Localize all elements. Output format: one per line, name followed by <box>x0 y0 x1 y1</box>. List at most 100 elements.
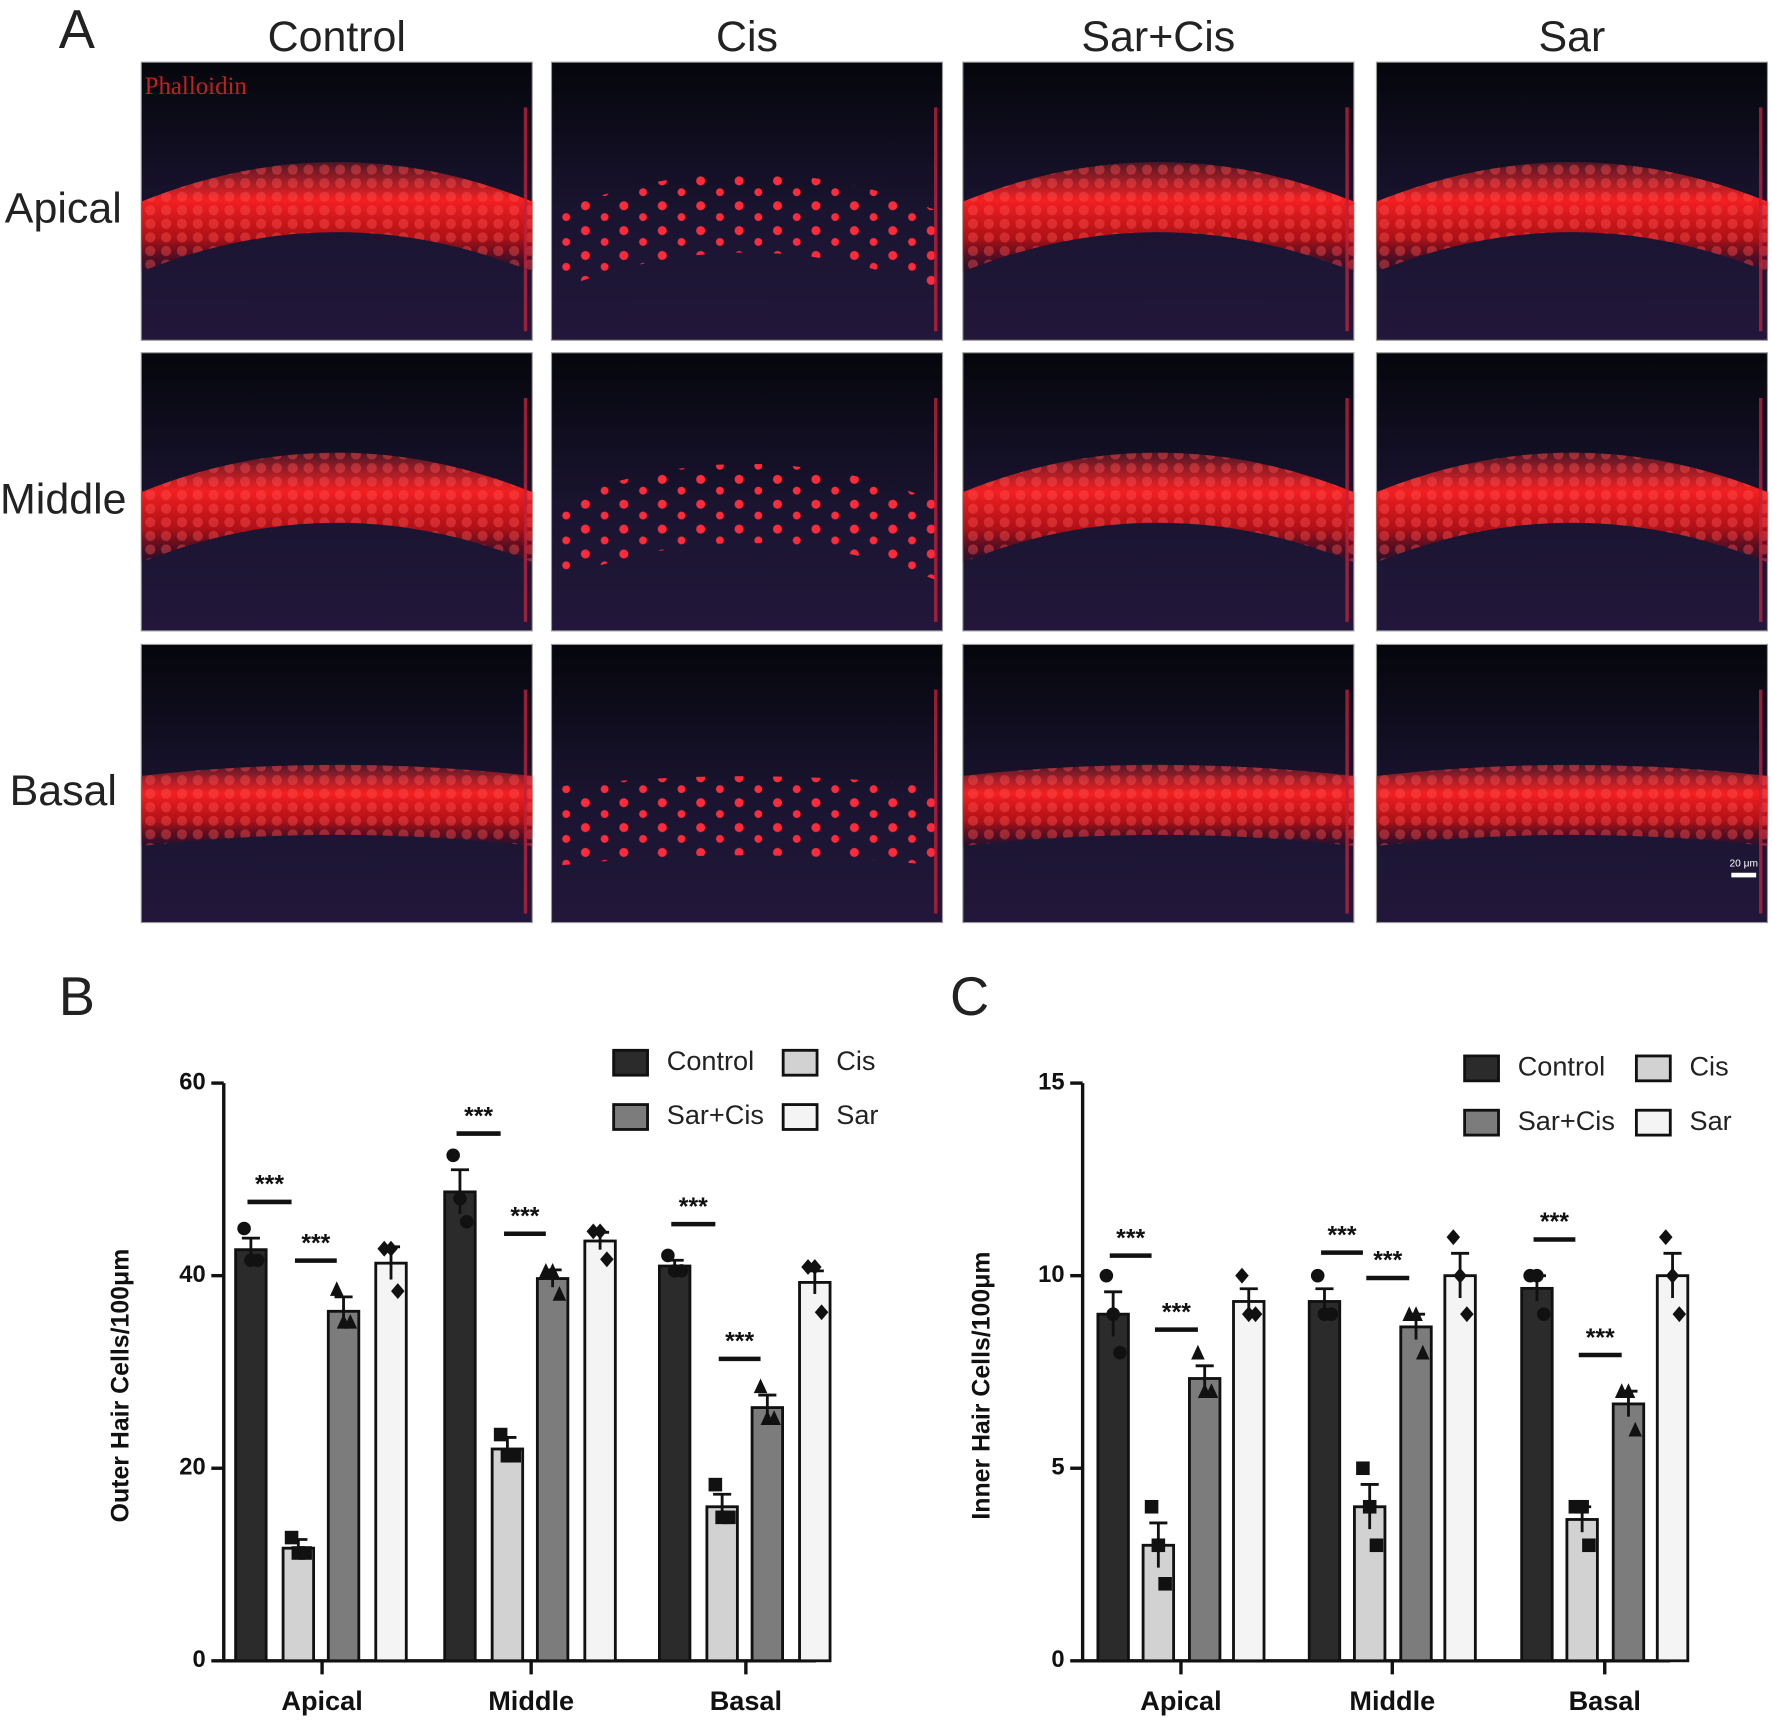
bar <box>750 1406 785 1663</box>
data-point <box>1628 1421 1643 1437</box>
significance-label: *** <box>255 1171 284 1199</box>
column-header: Sar+Cis <box>1081 13 1235 61</box>
bar <box>1399 1325 1433 1663</box>
data-point <box>1530 1268 1544 1283</box>
micrograph <box>550 643 944 924</box>
bar <box>705 1505 739 1663</box>
bar <box>1353 1505 1387 1663</box>
charts: 0 20 40 60 Outer Hair Cells/100μm Apical Middl… <box>107 1045 1732 1716</box>
data-point <box>1113 1345 1127 1360</box>
x-tick-label: Basal <box>1569 1685 1641 1716</box>
panel-label: A <box>59 0 96 60</box>
bar <box>374 1261 408 1663</box>
legend-swatch <box>781 1048 819 1077</box>
data-point <box>1099 1268 1114 1283</box>
data-point <box>1416 1344 1430 1360</box>
data-point <box>298 1546 312 1560</box>
data-point <box>767 1410 781 1425</box>
data-point <box>453 1191 467 1206</box>
bar <box>1443 1274 1477 1663</box>
legend-swatch <box>781 1103 819 1131</box>
scale-bar-label: 20 μm <box>1730 858 1758 869</box>
legend-label: Sar+Cis <box>667 1099 764 1130</box>
y-tick-label: 0 <box>192 1647 205 1673</box>
data-point <box>329 1281 344 1296</box>
hair-cells <box>551 173 943 293</box>
x-tick-label: Middle <box>488 1685 574 1716</box>
panel-label: C <box>950 967 989 1027</box>
legend-label: Sar <box>836 1099 878 1130</box>
data-point <box>1672 1306 1687 1323</box>
hair-cells <box>1376 162 1768 272</box>
legend-swatch <box>1463 1108 1500 1137</box>
data-point <box>674 1264 689 1278</box>
data-point <box>1409 1306 1423 1321</box>
hair-cells <box>141 452 533 563</box>
data-point <box>1369 1538 1384 1553</box>
data-point <box>1362 1499 1377 1514</box>
data-point <box>459 1214 474 1229</box>
data-point <box>1536 1307 1551 1321</box>
x-tick-label: Basal <box>710 1685 782 1716</box>
bar-chart: 0 20 40 60 Outer Hair Cells/100μm Apical Middl… <box>107 1045 879 1716</box>
data-point <box>391 1283 405 1299</box>
column-header: Cis <box>716 13 778 61</box>
bar-chart: 0 5 10 15 Inner Hair Cells/100μm Apical Middle… <box>968 1051 1732 1716</box>
significance-label: *** <box>725 1328 754 1356</box>
data-point <box>600 1251 614 1268</box>
y-tick-label: 15 <box>1038 1069 1064 1095</box>
micrograph <box>140 352 533 632</box>
data-point <box>753 1378 768 1394</box>
data-point <box>1356 1461 1370 1476</box>
data-point <box>343 1313 358 1329</box>
legend-swatch <box>612 1103 649 1131</box>
bar <box>234 1248 268 1663</box>
data-point <box>661 1248 675 1263</box>
hair-cells <box>962 764 1354 847</box>
bar <box>1232 1300 1266 1663</box>
micrograph-grid <box>140 61 1769 924</box>
data-point <box>1248 1306 1263 1323</box>
micrograph <box>1375 643 1769 924</box>
hair-cells <box>551 463 943 583</box>
hair-cells <box>962 452 1354 563</box>
data-point <box>493 1427 508 1442</box>
row-label: Basal <box>10 767 117 815</box>
x-tick-label: Apical <box>281 1685 362 1716</box>
data-point <box>446 1148 460 1163</box>
bar <box>281 1546 316 1663</box>
significance-label: *** <box>510 1202 539 1230</box>
data-point <box>1158 1577 1172 1591</box>
hair-cells <box>1376 452 1768 563</box>
y-tick-label: 40 <box>179 1262 205 1288</box>
row-label: Middle <box>0 475 126 523</box>
significance-label: *** <box>1586 1324 1615 1352</box>
y-tick-label: 5 <box>1051 1455 1064 1481</box>
data-point <box>1658 1229 1673 1246</box>
y-axis-label: Outer Hair Cells/100μm <box>107 1249 135 1523</box>
legend-label: Cis <box>1690 1051 1729 1082</box>
bar <box>1307 1300 1342 1663</box>
data-point <box>1144 1499 1159 1514</box>
data-point <box>1582 1538 1596 1553</box>
bar <box>1655 1274 1690 1663</box>
data-point <box>1453 1267 1467 1284</box>
legend-swatch <box>1634 1054 1672 1083</box>
hair-cells <box>141 764 533 847</box>
data-point <box>1204 1383 1219 1398</box>
hair-cells <box>551 776 943 867</box>
data-point <box>507 1448 521 1463</box>
significance-label: *** <box>1373 1247 1402 1275</box>
data-point <box>1621 1383 1636 1398</box>
legend-swatch <box>1634 1108 1672 1137</box>
micrograph <box>962 352 1355 632</box>
data-point <box>545 1262 560 1278</box>
micrograph <box>140 643 533 924</box>
data-point <box>1324 1307 1339 1321</box>
legend-label: Cis <box>836 1045 875 1076</box>
data-point <box>284 1530 299 1545</box>
significance-label: *** <box>1540 1208 1569 1236</box>
bar <box>798 1280 832 1663</box>
